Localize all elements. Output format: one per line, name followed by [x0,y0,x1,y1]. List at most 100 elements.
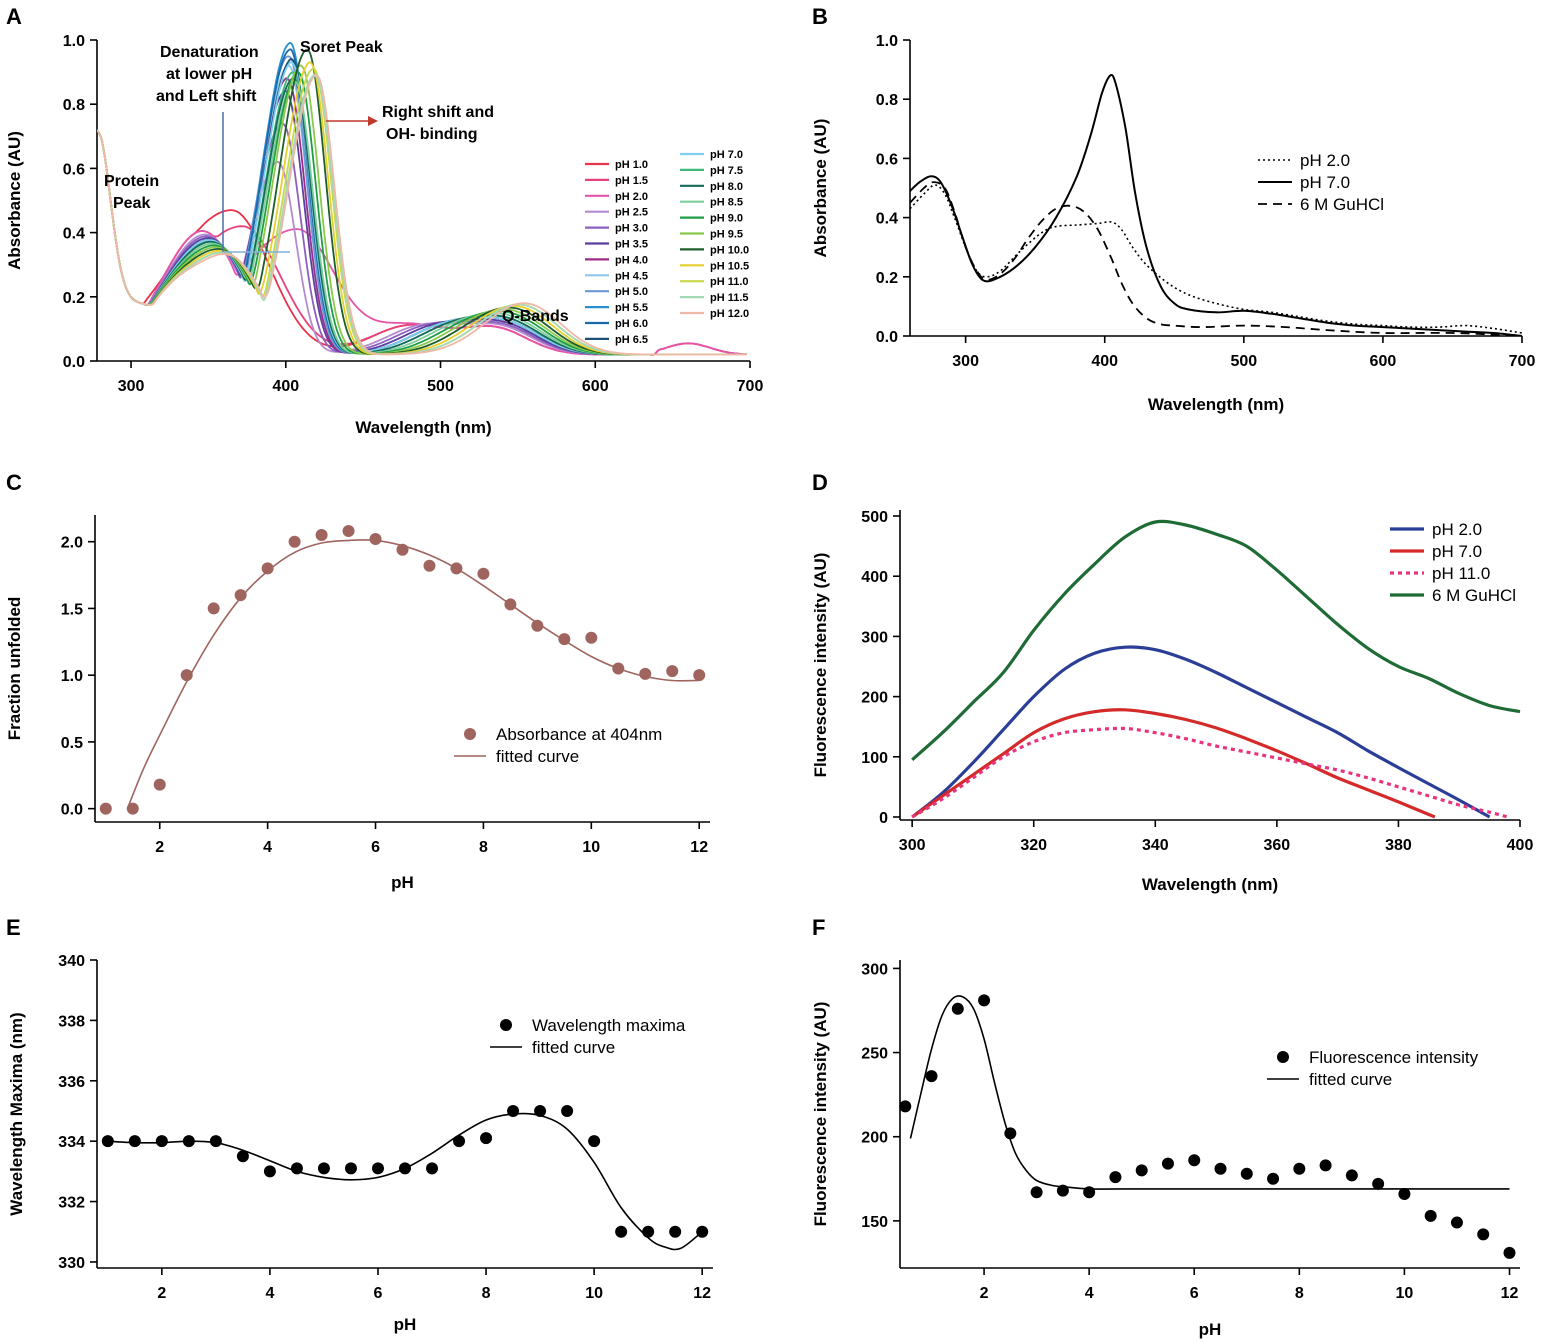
legend-label: pH 6.5 [615,334,648,346]
x-tick-label: 600 [582,378,609,395]
legend-label: pH 7.5 [710,165,743,177]
x-tick-label: 400 [1091,353,1118,370]
y-tick-label: 2.0 [61,535,83,552]
data-point [925,1070,938,1083]
series-line [910,184,1523,334]
legend-label: Wavelength maxima [532,1016,686,1035]
y-tick-label: 1.0 [876,33,898,50]
data-point [612,662,625,675]
data-point [180,669,193,682]
data-point [126,802,139,815]
data-point [666,665,679,678]
x-tick-label: 6 [1190,1285,1199,1302]
legend-label: pH 12.0 [710,308,749,320]
legend-label: pH 6.0 [615,318,648,330]
legend-marker [464,728,476,740]
legend-label: pH 11.0 [1432,564,1490,583]
legend-label: pH 11.0 [710,276,749,288]
data-point [399,1162,411,1175]
x-axis-label: pH [394,1315,417,1334]
x-tick-label: 6 [374,1285,383,1302]
legend-label: pH 10.5 [710,260,749,272]
x-tick-label: 500 [1230,353,1257,370]
legend-label: pH 3.5 [615,239,648,251]
panel-b [903,39,1523,343]
data-point [315,529,328,542]
data-point [426,1162,439,1175]
data-point [1293,1162,1306,1175]
x-axis-label: pH [391,873,414,892]
data-point [1424,1209,1437,1222]
data-point [1267,1172,1280,1185]
y-tick-label: 1.5 [61,601,83,618]
legend-label: pH 8.0 [710,181,743,193]
y-tick-label: 200 [861,1130,888,1147]
legend-label: pH 5.5 [615,302,648,314]
x-tick-label: 6 [371,839,380,856]
legend-label: Absorbance at 404nm [496,725,662,744]
panel-letter: D [812,470,828,495]
data-point [1240,1167,1253,1180]
data-point [344,1162,357,1175]
x-tick-label: 4 [265,1285,274,1302]
x-axis-label: Wavelength (nm) [1142,875,1278,894]
data-point [531,619,544,632]
y-tick-label: 0.8 [876,92,898,109]
x-tick-label: 4 [263,839,272,856]
y-tick-label: 0.2 [63,290,85,307]
data-point [1503,1246,1516,1259]
legend-label: pH 2.0 [1432,520,1482,539]
y-tick-label: 1.0 [61,668,83,685]
data-point [101,1135,114,1148]
data-point [342,525,355,538]
y-axis-label: Fluorescence intensity (AU) [811,1002,830,1227]
panel-letter: B [812,4,828,29]
data-point [642,1225,655,1238]
x-tick-label: 700 [1509,353,1536,370]
x-tick-label: 300 [118,378,145,395]
data-point [128,1135,141,1148]
y-axis-label: Absorbance (AU) [5,131,24,270]
data-point [423,559,436,572]
data-point [1319,1159,1332,1172]
legend-label: pH 11.5 [710,292,749,304]
data-point [669,1225,682,1238]
y-tick-label: 1.0 [63,33,85,50]
x-tick-label: 360 [1264,837,1291,854]
annotation-q-bands: Q-Bands [502,308,569,325]
x-tick-label: 8 [482,1285,491,1302]
legend-label: pH 2.5 [615,207,648,219]
y-tick-label: 336 [58,1074,85,1091]
x-tick-label: 12 [690,839,708,856]
data-point [371,1162,384,1175]
series-line [911,519,1521,761]
data-point [639,667,652,680]
y-tick-label: 340 [58,953,85,970]
legend-label: pH 7.0 [1432,542,1482,561]
series-line [911,708,1436,819]
data-point [396,543,409,556]
x-tick-label: 4 [1085,1285,1094,1302]
y-tick-label: 400 [861,569,888,586]
fitted-curve [909,995,1510,1190]
y-tick-label: 0.8 [63,97,85,114]
legend-label: fitted curve [532,1038,615,1057]
y-tick-label: 338 [58,1013,85,1030]
data-point [209,1135,222,1148]
y-tick-label: 200 [861,690,888,707]
x-tick-label: 400 [1507,837,1534,854]
y-tick-label: 0.5 [61,735,83,752]
panel-f [893,960,1520,1275]
annotation-denaturation: Denaturation [160,44,259,61]
y-tick-label: 0.0 [63,354,85,371]
legend-label: pH 7.0 [1300,173,1350,192]
data-point [1030,1186,1043,1199]
annotation-right-shift: Right shift and [382,104,494,121]
x-tick-label: 12 [693,1285,711,1302]
data-point [507,1104,520,1117]
x-tick-label: 380 [1385,837,1412,854]
annotation-peak: Peak [113,195,150,212]
legend-label: pH 3.0 [615,223,648,235]
x-axis-label: Wavelength (nm) [1148,395,1284,414]
series-line [911,726,1509,819]
